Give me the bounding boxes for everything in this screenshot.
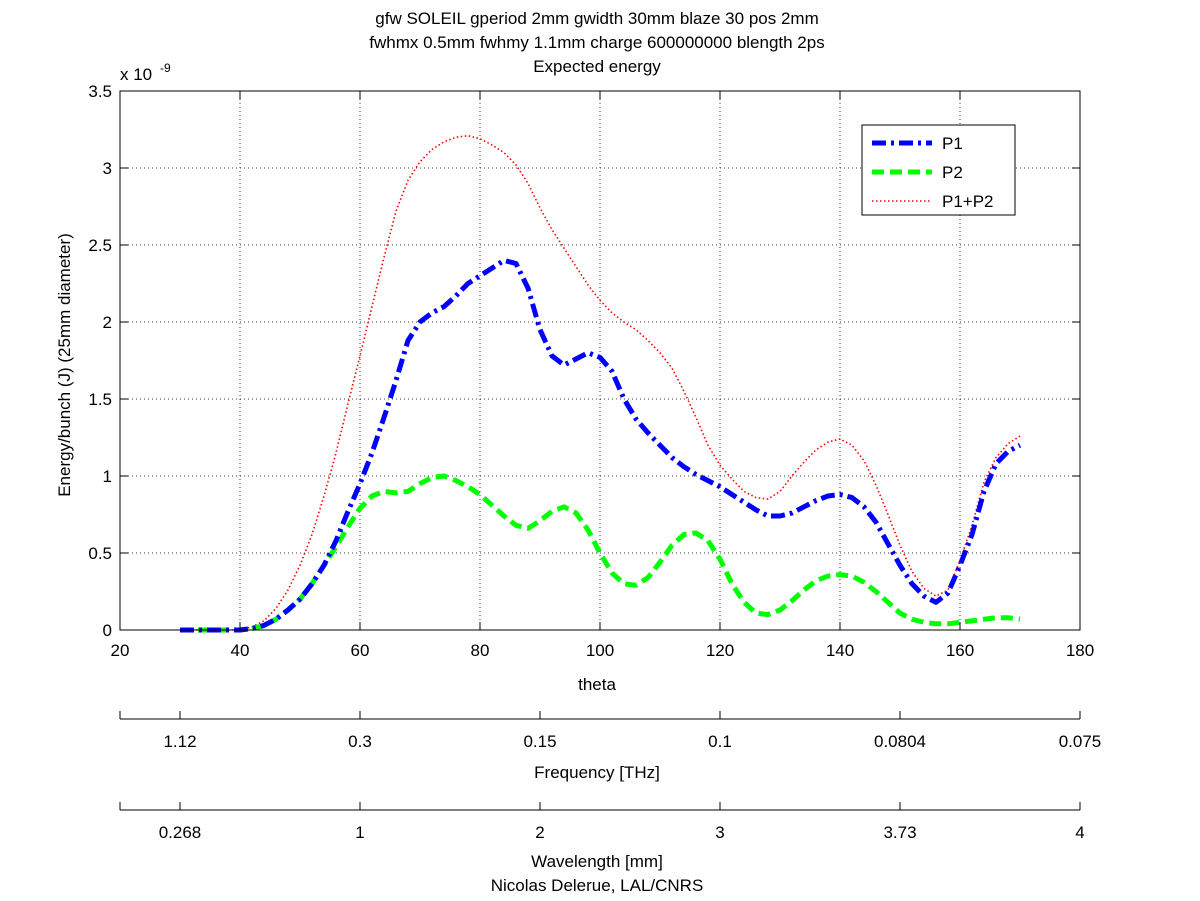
credit-text: Nicolas Delerue, LAL/CNRS: [491, 876, 704, 895]
axis-ticks: 20 40 60 80 100 120 140 160 180 0 0.5 1 1.5 2 2.5 3 3.5: [88, 82, 1094, 660]
wavelength-ticks: 0.268 1 2 3 3.73 4: [119, 802, 1085, 842]
y-axis-label: Energy/bunch (J) (25mm diameter): [55, 233, 74, 497]
legend: P1 P2 P1+P2: [861, 124, 1016, 216]
x-tick-label: 100: [586, 641, 614, 660]
y-multiplier-exponent: -9: [160, 61, 171, 75]
frequency-ticks: 1.12 0.3 0.15 0.1 0.0804 0.075: [119, 711, 1102, 751]
frequency-tick-label: 0.075: [1059, 732, 1102, 751]
y-tick-label: 2: [103, 313, 112, 332]
series-line-p1: [180, 257, 1022, 633]
x-tick-label: 60: [351, 641, 370, 660]
frequency-axis: 1.12 0.3 0.15 0.1 0.0804 0.075 Frequency [THz…: [119, 711, 1102, 782]
wavelength-tick-label: 0.268: [159, 823, 202, 842]
chart-title-line-1: gfw SOLEIL gperiod 2mm gwidth 30mm blaze…: [375, 9, 818, 28]
wavelength-axis: 0.268 1 2 3 3.73 4 Wavelength [mm]: [119, 802, 1085, 871]
series-lines: [180, 134, 1022, 633]
wavelength-tick-label: 1: [355, 823, 364, 842]
x-tick-label: 40: [231, 641, 250, 660]
y-tick-label: 1.5: [88, 390, 112, 409]
x-tick-label: 160: [946, 641, 974, 660]
frequency-tick-label: 0.15: [523, 732, 556, 751]
legend-label-p1: P1: [942, 134, 963, 153]
y-multiplier: x 10: [120, 65, 152, 84]
frequency-axis-label: Frequency [THz]: [534, 763, 660, 782]
x-tick-label: 120: [706, 641, 734, 660]
frequency-tick-label: 0.1: [708, 732, 732, 751]
y-tick-label: 3: [103, 159, 112, 178]
x-tick-label: 180: [1066, 641, 1094, 660]
x-tick-label: 80: [471, 641, 490, 660]
y-tick-label: 1: [103, 467, 112, 486]
wavelength-tick-label: 2: [535, 823, 544, 842]
series-line-p1-p2: [180, 134, 1021, 631]
y-tick-label: 3.5: [88, 82, 112, 101]
y-tick-label: 0.5: [88, 544, 112, 563]
legend-box: [861, 124, 1016, 216]
frequency-tick-label: 1.12: [163, 732, 196, 751]
wavelength-axis-label: Wavelength [mm]: [531, 852, 663, 871]
frequency-tick-label: 0.3: [348, 732, 372, 751]
wavelength-tick-label: 4: [1075, 823, 1084, 842]
legend-label-p2: P2: [942, 163, 963, 182]
series-line-p2: [180, 473, 1021, 633]
chart-title-line-2: fwhmx 0.5mm fwhmy 1.1mm charge 600000000…: [369, 33, 824, 52]
x-axis-label: theta: [578, 675, 616, 694]
y-tick-label: 0: [103, 621, 112, 640]
x-tick-label: 20: [111, 641, 130, 660]
wavelength-tick-label: 3.73: [883, 823, 916, 842]
y-tick-label: 2.5: [88, 236, 112, 255]
frequency-tick-label: 0.0804: [874, 732, 926, 751]
legend-label-p1p2: P1+P2: [942, 192, 994, 211]
wavelength-tick-label: 3: [715, 823, 724, 842]
x-tick-label: 140: [826, 641, 854, 660]
chart-title-line-3: Expected energy: [533, 57, 661, 76]
